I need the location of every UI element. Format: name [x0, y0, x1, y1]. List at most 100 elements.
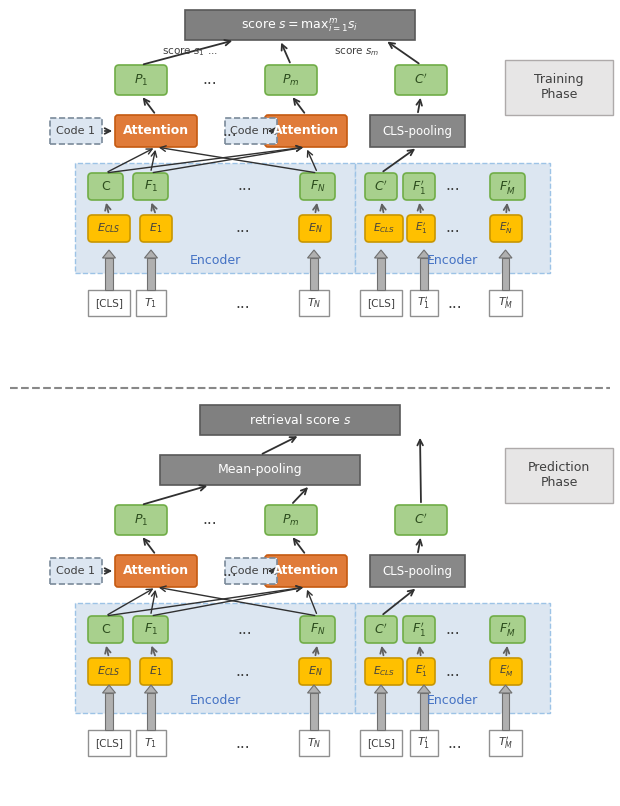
FancyBboxPatch shape — [395, 65, 447, 95]
Bar — [75, 603, 355, 713]
Text: $F_1'$: $F_1'$ — [412, 177, 426, 196]
Text: Encoder: Encoder — [427, 693, 478, 707]
Text: CLS-pooling: CLS-pooling — [383, 564, 453, 578]
Bar — [489, 730, 522, 756]
Text: $E_1$: $E_1$ — [149, 665, 162, 679]
FancyBboxPatch shape — [115, 115, 197, 147]
Text: ...: ... — [223, 123, 237, 139]
Text: $T_1'$: $T_1'$ — [417, 735, 430, 751]
Text: $T_N$: $T_N$ — [307, 736, 321, 750]
FancyBboxPatch shape — [115, 505, 167, 535]
Bar — [420, 693, 428, 730]
Text: $E_N'$: $E_N'$ — [499, 221, 513, 236]
FancyBboxPatch shape — [115, 65, 167, 95]
Text: ...: ... — [236, 296, 250, 310]
Text: ...: ... — [446, 221, 460, 235]
FancyBboxPatch shape — [265, 65, 317, 95]
FancyBboxPatch shape — [403, 616, 435, 643]
Text: ...: ... — [223, 563, 237, 579]
Text: ...: ... — [236, 736, 250, 750]
FancyBboxPatch shape — [265, 555, 347, 587]
Text: retrieval score $s$: retrieval score $s$ — [249, 413, 352, 427]
Bar — [502, 693, 509, 730]
Bar — [299, 290, 329, 316]
Text: ...: ... — [446, 178, 460, 193]
Text: ...: ... — [237, 178, 252, 193]
Text: Code m: Code m — [229, 566, 272, 576]
Text: Code m: Code m — [229, 126, 272, 136]
Bar — [360, 290, 402, 316]
Bar — [136, 730, 166, 756]
Text: $E_{CLS}$: $E_{CLS}$ — [97, 222, 121, 235]
Bar — [505, 448, 613, 503]
Text: score $s = \mathrm{max}_{i=1}^{m}s_i$: score $s = \mathrm{max}_{i=1}^{m}s_i$ — [241, 16, 358, 34]
Bar — [200, 405, 400, 435]
Text: ...: ... — [446, 621, 460, 637]
FancyBboxPatch shape — [88, 616, 123, 643]
Text: Attention: Attention — [123, 124, 189, 138]
FancyBboxPatch shape — [407, 215, 435, 242]
FancyBboxPatch shape — [395, 505, 447, 535]
FancyBboxPatch shape — [403, 173, 435, 200]
Text: Code 1: Code 1 — [56, 566, 95, 576]
Text: $T_1$: $T_1$ — [144, 296, 157, 310]
Bar — [410, 290, 438, 316]
Bar — [505, 60, 613, 115]
Bar — [360, 730, 402, 756]
Text: score $s_1$ ...: score $s_1$ ... — [162, 46, 218, 58]
Text: $E_1$: $E_1$ — [149, 222, 162, 235]
Polygon shape — [499, 685, 512, 693]
Text: $E_N$: $E_N$ — [308, 665, 322, 679]
FancyBboxPatch shape — [300, 173, 335, 200]
Bar — [378, 258, 384, 290]
Text: [CLS]: [CLS] — [95, 738, 123, 748]
Text: Encoder: Encoder — [189, 254, 241, 267]
Text: $T_1$: $T_1$ — [144, 736, 157, 750]
Polygon shape — [102, 250, 115, 258]
Text: $P_1$: $P_1$ — [134, 513, 148, 528]
FancyBboxPatch shape — [299, 215, 331, 242]
Bar — [370, 115, 465, 147]
Bar — [355, 603, 550, 713]
Bar — [50, 558, 102, 584]
Text: [CLS]: [CLS] — [95, 298, 123, 308]
FancyBboxPatch shape — [133, 616, 168, 643]
FancyBboxPatch shape — [490, 658, 522, 685]
Text: $C'$: $C'$ — [414, 73, 428, 87]
Text: score $s_m$: score $s_m$ — [334, 46, 379, 58]
Bar — [489, 290, 522, 316]
Text: $E_M'$: $E_M'$ — [498, 664, 513, 679]
Text: $T_N$: $T_N$ — [307, 296, 321, 310]
Text: [CLS]: [CLS] — [367, 298, 395, 308]
Text: ...: ... — [448, 296, 463, 310]
Text: $T_1'$: $T_1'$ — [417, 295, 430, 311]
Text: Prediction
Phase: Prediction Phase — [528, 461, 590, 489]
Bar — [299, 730, 329, 756]
Bar — [502, 258, 509, 290]
Text: $F_1$: $F_1$ — [144, 179, 157, 194]
Text: $E_{CLS}$: $E_{CLS}$ — [373, 665, 395, 679]
FancyBboxPatch shape — [365, 616, 397, 643]
Text: $E_N$: $E_N$ — [308, 222, 322, 235]
Text: $P_1$: $P_1$ — [134, 73, 148, 88]
Text: C: C — [101, 623, 110, 636]
FancyBboxPatch shape — [88, 215, 130, 242]
Bar — [311, 258, 317, 290]
Text: ...: ... — [237, 621, 252, 637]
FancyBboxPatch shape — [133, 173, 168, 200]
Polygon shape — [374, 250, 388, 258]
Text: $F_N$: $F_N$ — [310, 622, 326, 637]
Polygon shape — [417, 250, 430, 258]
Text: Mean-pooling: Mean-pooling — [218, 463, 303, 476]
Polygon shape — [102, 685, 115, 693]
Text: $E_1'$: $E_1'$ — [415, 664, 427, 679]
Text: $E_1'$: $E_1'$ — [415, 221, 427, 236]
Bar — [420, 258, 428, 290]
Text: ...: ... — [448, 736, 463, 750]
Text: Encoder: Encoder — [189, 693, 241, 707]
Polygon shape — [374, 685, 388, 693]
Text: $C'$: $C'$ — [374, 622, 388, 637]
Bar — [75, 163, 355, 273]
FancyBboxPatch shape — [365, 658, 403, 685]
Text: $C'$: $C'$ — [374, 179, 388, 193]
